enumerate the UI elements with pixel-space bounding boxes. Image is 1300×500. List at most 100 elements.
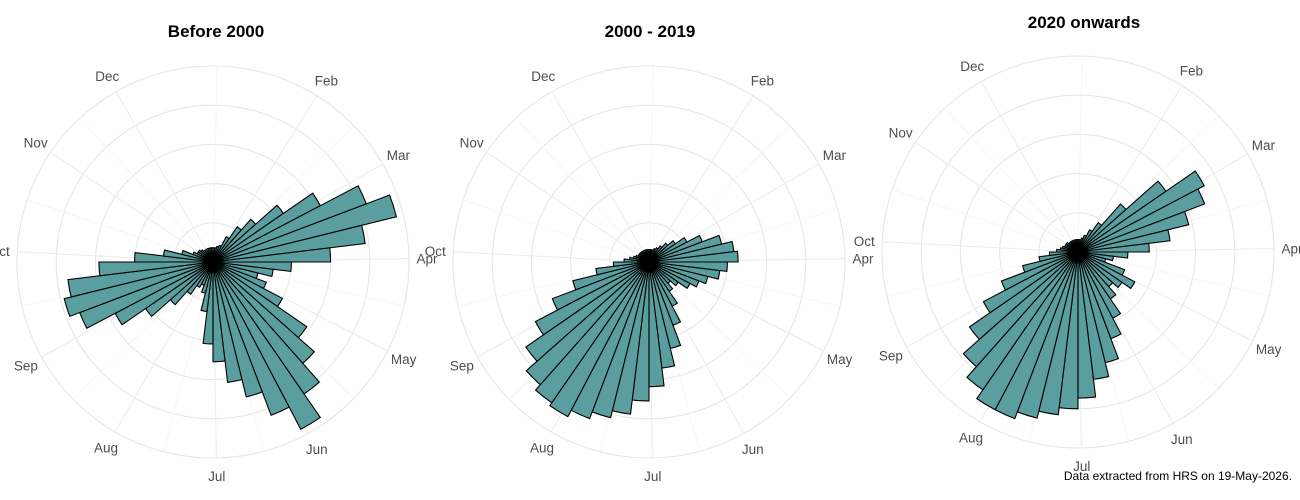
bar-week-38	[1038, 251, 1079, 263]
month-label-nov: Nov	[889, 125, 913, 140]
month-label-apr: Apr	[416, 251, 438, 266]
bar-week-31	[549, 261, 650, 418]
month-label-mar: Mar	[823, 148, 847, 163]
bar-week-32	[966, 251, 1079, 391]
bar-week-25	[212, 261, 243, 383]
grid-spoke	[980, 81, 1079, 253]
chart-title: 2000 - 2019	[604, 22, 696, 41]
grid-ring	[16, 65, 410, 459]
month-label-may: May	[391, 352, 417, 367]
bar-week-39	[1048, 251, 1079, 257]
month-label-feb: Feb	[1180, 64, 1203, 79]
bar-week-52	[1075, 238, 1079, 253]
month-label-mar: Mar	[1252, 138, 1276, 153]
bar-week-38	[595, 261, 650, 276]
month-label-aug: Aug	[94, 440, 118, 455]
grid-spoke-minor	[1077, 56, 1083, 253]
bar-week-36	[551, 261, 650, 311]
grid-ring	[881, 55, 1275, 449]
rose-plot: Dec Feb Mar Apr May Jun Jul Aug Sep Oct Nov	[425, 65, 874, 484]
bar-week-9	[1077, 170, 1205, 253]
bar-week-13	[648, 250, 739, 263]
grid-spoke	[551, 91, 650, 263]
month-label-aug: Aug	[530, 440, 554, 455]
rose-chart-before-2000: Before 2000 Dec Feb Mar Apr May Jun Jul Aug Sep O…	[0, 0, 438, 484]
bar-week-32	[534, 261, 650, 404]
bar-week-52	[210, 247, 214, 263]
month-label-apr: Apr	[852, 251, 874, 266]
data-source-caption: Data extracted from HRS on 19-May-2026.	[1063, 469, 1292, 483]
month-label-dec: Dec	[531, 69, 555, 84]
month-label-jun: Jun	[306, 442, 328, 457]
month-label-jun: Jun	[1171, 432, 1193, 447]
bar-week-22	[212, 261, 322, 430]
month-label-sep: Sep	[450, 359, 474, 374]
grid-spoke	[648, 95, 754, 263]
grid-spoke	[114, 261, 214, 432]
bar-week-36	[1000, 251, 1079, 291]
month-label-dec: Dec	[960, 59, 984, 74]
rose-plot: Dec Feb Mar Apr May Jun Jul Aug Sep Oct Nov	[854, 55, 1300, 474]
bar-week-37	[572, 261, 650, 291]
grid-spoke-minor	[463, 199, 650, 263]
grid-spoke-minor	[648, 125, 791, 263]
rose-chart-2000-2019: 2000 - 2019 Dec Feb Mar Apr May Jun Jul Aug Sep O…	[425, 0, 874, 484]
grid-spoke	[212, 95, 318, 263]
grid-spoke-minor	[27, 199, 214, 263]
month-label-jul: Jul	[208, 469, 225, 484]
bar-week-12	[212, 224, 366, 263]
grid-spoke-minor	[892, 189, 1079, 253]
bar-week-35	[982, 251, 1079, 314]
grid-ring	[55, 104, 371, 420]
bar-week-34	[525, 261, 650, 363]
grid-spoke-minor	[212, 66, 218, 263]
bar-week-33	[525, 261, 650, 386]
bar-week-33	[962, 251, 1079, 368]
bar-week-37	[63, 261, 214, 318]
bar-week-52	[646, 248, 650, 263]
grid-spoke-minor	[515, 117, 650, 263]
month-label-oct: Oct	[854, 234, 875, 249]
month-label-feb: Feb	[751, 74, 774, 89]
bar-week-18	[1077, 251, 1136, 290]
rose-plot: Dec Feb Mar Apr May Jun Jul Aug Sep Oct Nov	[0, 65, 438, 484]
grid-spoke	[50, 151, 214, 263]
bar-week-13	[1077, 242, 1150, 253]
rose-chart-2020-onwards: 2020 onwards Dec Feb Mar Apr May Jun Jul Aug Sep…	[854, 0, 1300, 474]
month-label-oct: Oct	[425, 244, 446, 259]
bar-week-12	[1077, 229, 1171, 253]
bar-week-35	[534, 261, 650, 336]
bar-week-39	[612, 261, 650, 267]
month-label-apr: Apr	[1281, 241, 1300, 256]
bar-week-11	[212, 194, 398, 263]
grid-spoke-minor	[79, 117, 214, 263]
bar-week-37	[1021, 251, 1079, 273]
bar-week-23	[212, 261, 290, 416]
grid-ring	[452, 65, 846, 459]
month-label-dec: Dec	[95, 69, 119, 84]
grid-spoke-minor	[648, 66, 654, 263]
grid-spoke	[486, 151, 650, 263]
month-label-jun: Jun	[742, 442, 764, 457]
month-label-nov: Nov	[460, 135, 484, 150]
month-label-sep: Sep	[879, 349, 903, 364]
month-label-may: May	[1256, 342, 1282, 357]
month-label-jul: Jul	[644, 469, 661, 484]
grid-spoke	[1077, 85, 1183, 253]
bar-week-24	[212, 261, 263, 398]
month-label-oct: Oct	[0, 244, 10, 259]
bar-week-13	[212, 247, 332, 263]
month-label-mar: Mar	[387, 148, 411, 163]
month-label-nov: Nov	[24, 135, 48, 150]
bar-week-11	[1077, 210, 1190, 253]
month-label-sep: Sep	[14, 359, 38, 374]
bar-week-38	[67, 261, 214, 298]
bar-week-39	[98, 261, 214, 277]
chart-title: 2020 onwards	[1027, 13, 1141, 32]
bar-week-26	[212, 261, 226, 363]
bar-week-34	[968, 251, 1079, 341]
grid-ring	[491, 104, 807, 420]
grid-spoke	[915, 141, 1079, 253]
month-label-feb: Feb	[315, 74, 338, 89]
bar-week-31	[976, 251, 1079, 411]
